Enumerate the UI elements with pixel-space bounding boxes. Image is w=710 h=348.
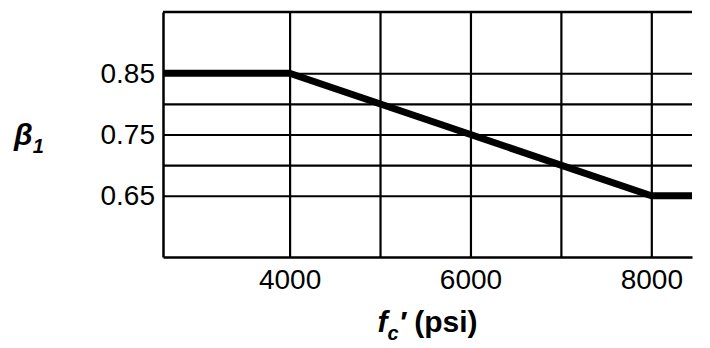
grid-line	[163, 165, 692, 167]
tick-label: 0.85	[101, 58, 156, 89]
tick: 8000	[621, 12, 683, 295]
tick: 0.75	[101, 119, 693, 150]
tick-label: 0.75	[101, 119, 156, 150]
tick	[163, 165, 692, 166]
y-axis: 0.65 0.75 0.85	[101, 13, 693, 258]
x-axis-line	[164, 256, 693, 259]
x-axis: 4000 6000 8000	[164, 12, 693, 295]
x-axis-title: fc′ (psi)	[378, 305, 478, 344]
tick-label: 0.65	[101, 180, 156, 211]
grid-line	[163, 134, 692, 136]
chart: 4000 6000 8000 0.65 0.75 0.85 β1 fc′ (psi)	[0, 0, 710, 348]
plot: 4000 6000 8000 0.65 0.75 0.85	[101, 12, 693, 295]
y-axis-title: β1	[13, 118, 44, 157]
data-line	[163, 73, 692, 196]
tick: 6000	[440, 12, 502, 295]
tick: 0.65	[101, 180, 693, 211]
tick-label: 8000	[621, 264, 683, 295]
grid-line	[163, 103, 692, 105]
tick	[163, 104, 692, 105]
tick-label: 6000	[440, 264, 502, 295]
tick-label: 4000	[259, 264, 321, 295]
grid-line	[163, 195, 692, 197]
tick: 4000	[259, 12, 321, 295]
marks	[163, 73, 692, 196]
frame-top	[163, 11, 692, 14]
